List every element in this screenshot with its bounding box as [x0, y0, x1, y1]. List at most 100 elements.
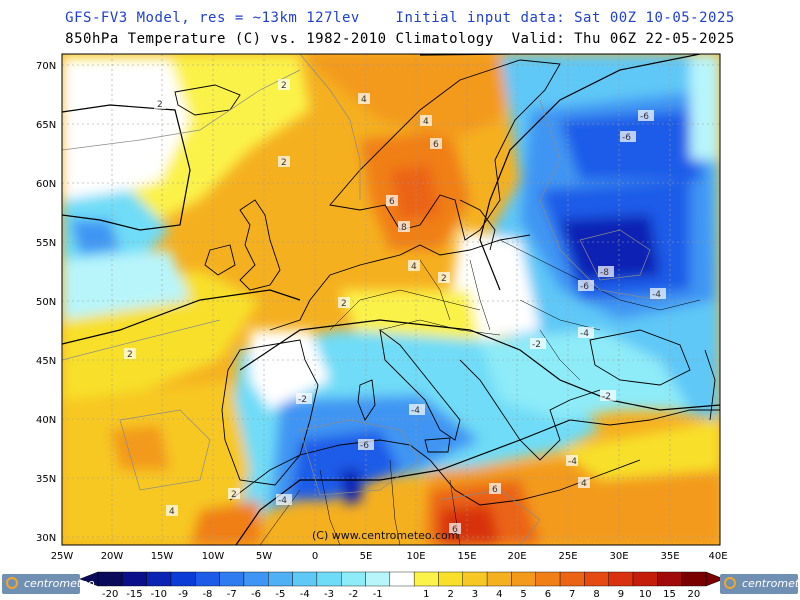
- svg-text:4: 4: [581, 479, 587, 489]
- svg-text:2: 2: [281, 81, 287, 91]
- lon-label: 15E: [457, 551, 476, 562]
- colorbar-swatch: [97, 571, 123, 587]
- colorbar-swatch: [292, 571, 318, 587]
- svg-text:2: 2: [441, 274, 447, 284]
- contour-label: -2: [600, 390, 616, 402]
- colorbar-swatch: [511, 571, 536, 587]
- lon-label: 10E: [406, 551, 425, 562]
- contour-label: -4: [276, 494, 292, 506]
- lat-label: 50N: [36, 297, 56, 308]
- contour-label: -4: [566, 455, 578, 467]
- svg-text:4: 4: [411, 262, 417, 272]
- lat-label: 35N: [36, 474, 56, 485]
- contour-label: 4: [578, 477, 590, 489]
- longitude-labels: 25W 20W 15W 10W 5W 0 5E 10E 15E 20E 25E …: [51, 551, 728, 562]
- copyright-text: (C) www.centrometeo.com: [312, 529, 458, 542]
- centrometeo-logo-left: centrometeo: [2, 574, 95, 594]
- colorbar-label: 1: [423, 589, 429, 600]
- svg-text:-6: -6: [360, 441, 369, 451]
- colorbar-label: 9: [618, 589, 624, 600]
- colorbar-label: 10: [639, 589, 652, 600]
- colorbar-swatch: [146, 571, 172, 587]
- colorbar-label: 20: [687, 589, 700, 600]
- colorbar-swatch: [632, 571, 658, 587]
- contour-label: -4: [409, 404, 425, 416]
- lon-label: 5W: [256, 551, 272, 562]
- contour-label: 4: [358, 93, 370, 105]
- contour-label: 6: [386, 195, 398, 207]
- anomaly-field: [62, 54, 720, 545]
- svg-text:2: 2: [281, 158, 287, 168]
- lat-label: 60N: [36, 179, 56, 190]
- colorbar-label: -4: [300, 589, 310, 600]
- svg-text:6: 6: [492, 485, 498, 495]
- lat-label: 30N: [36, 533, 56, 544]
- colorbar-swatch: [559, 571, 585, 587]
- svg-text:-4: -4: [411, 406, 420, 416]
- colorbar-label: 8: [593, 589, 599, 600]
- map-subtitle: 850hPa Temperature (C) vs. 1982-2010 Cli…: [65, 31, 735, 47]
- contour-label: -8: [598, 266, 614, 278]
- svg-text:-2: -2: [298, 395, 307, 405]
- lat-label: 40N: [36, 415, 56, 426]
- contour-label: 4: [166, 505, 178, 517]
- colorbar-swatch: [657, 571, 682, 587]
- svg-text:4: 4: [423, 117, 429, 127]
- logo-ring-icon: [6, 577, 18, 589]
- contour-label: -6: [620, 131, 636, 143]
- contour-label: 6: [430, 138, 442, 150]
- colorbar-swatch: [608, 571, 634, 587]
- colorbar-label: 5: [520, 589, 526, 600]
- contour-label: -4: [578, 327, 594, 339]
- contour-label: 6: [449, 523, 461, 535]
- svg-text:6: 6: [452, 525, 458, 535]
- colorbar-swatch: [413, 571, 439, 587]
- colorbar-label: 2: [447, 589, 453, 600]
- svg-text:-6: -6: [580, 282, 589, 292]
- graticule: [62, 54, 720, 545]
- colorbar-label: -3: [324, 589, 334, 600]
- colorbar-swatch: [122, 571, 147, 587]
- colorbar-swatch: [389, 571, 415, 587]
- contour-label: -2: [296, 393, 312, 405]
- contour-label: 2: [228, 488, 240, 500]
- svg-text:4: 4: [169, 507, 175, 517]
- lat-label: 45N: [36, 356, 56, 367]
- lon-label: 40E: [708, 551, 727, 562]
- lon-label: 20E: [507, 551, 526, 562]
- logo-ring-icon: [724, 577, 736, 589]
- svg-text:2: 2: [341, 299, 347, 309]
- colorbar-label: -5: [275, 589, 285, 600]
- contour-label: 2: [278, 79, 290, 91]
- lon-label: 25E: [558, 551, 577, 562]
- colorbar-swatch: [438, 571, 464, 587]
- logo-text: centrometeo: [24, 577, 95, 590]
- contour-label: -2: [530, 338, 546, 350]
- lat-label: 70N: [36, 61, 56, 72]
- colorbar-swatch: [341, 571, 366, 587]
- centrometeo-logo-right: centrometeo: [720, 574, 800, 594]
- colorbar-swatch: [316, 571, 342, 587]
- colorbar-swatch: [219, 571, 245, 587]
- svg-text:6: 6: [433, 140, 439, 150]
- lon-label: 25W: [51, 551, 74, 562]
- colorbar-label: 7: [569, 589, 575, 600]
- colorbar-label: -10: [151, 589, 167, 600]
- colorbar-label: -2: [348, 589, 358, 600]
- colorbar-swatch: [584, 571, 609, 587]
- colorbar-label: -8: [202, 589, 212, 600]
- colorbar-swatch: [268, 571, 293, 587]
- svg-text:-4: -4: [568, 457, 577, 467]
- svg-text:-4: -4: [652, 290, 661, 300]
- colorbar-label: -9: [178, 589, 188, 600]
- svg-text:-4: -4: [278, 496, 287, 506]
- contour-label: 8: [398, 221, 410, 233]
- svg-text:2: 2: [231, 490, 237, 500]
- svg-text:-4: -4: [580, 329, 589, 339]
- contour-label: -4: [650, 288, 666, 300]
- map-frame: [61, 53, 721, 546]
- lon-label: 10W: [202, 551, 225, 562]
- contour-label: 2: [438, 272, 450, 284]
- latitude-labels: 70N 65N 60N 55N 50N 45N 40N 35N 30N: [36, 61, 56, 544]
- colorbar-swatch: [170, 571, 196, 587]
